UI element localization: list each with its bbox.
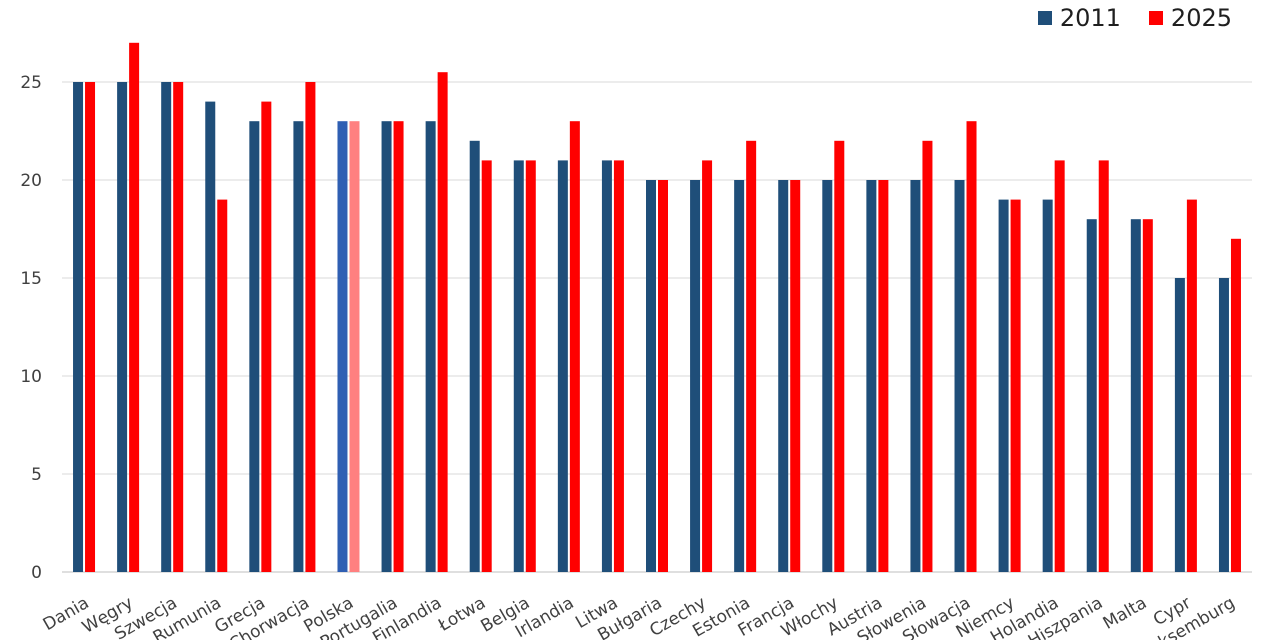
bar-2011: [998, 199, 1009, 572]
bar-2011: [381, 121, 392, 572]
bars: [73, 42, 1241, 573]
y-tick-label: 5: [31, 465, 42, 485]
legend-swatch-2011: [1037, 11, 1052, 25]
bar-2025: [878, 180, 889, 572]
bar-2011: [690, 180, 701, 572]
bar-2025: [393, 121, 404, 572]
bar-2011: [73, 82, 84, 572]
bar-2011: [425, 121, 436, 572]
bar-2011: [513, 160, 524, 572]
bar-2025: [1098, 160, 1109, 572]
y-tick-label: 15: [20, 269, 42, 289]
bar-2025: [217, 199, 228, 572]
bar-2025: [790, 180, 801, 572]
bar-2025: [305, 82, 316, 572]
bar-2011: [866, 180, 877, 572]
bar-2025: [85, 82, 96, 572]
bar-2011: [954, 180, 965, 572]
bar-2025: [658, 180, 668, 572]
bar-2025: [1010, 199, 1021, 572]
bar-2025: [437, 72, 448, 572]
bar-2025: [481, 160, 492, 572]
bar-2025: [922, 140, 933, 573]
bar-2025: [1142, 219, 1153, 572]
y-tick-label: 0: [31, 563, 42, 583]
bar-2025: [1054, 160, 1065, 572]
y-axis-tick-labels: 0 5 10 15 20 25: [20, 73, 42, 583]
bar-2025: [173, 82, 184, 572]
bar-2025: [834, 140, 845, 573]
legend-label-2011: 2011: [1059, 4, 1121, 32]
x-axis-tick-labels: DaniaWęgrySzwecjaRumuniaGrecjaChorwacjaP…: [40, 593, 1239, 640]
bar-2011: [778, 180, 789, 572]
y-tick-label: 10: [20, 367, 42, 387]
y-tick-label: 20: [20, 171, 42, 191]
bar-2011: [1042, 199, 1053, 572]
gridlines: [62, 81, 1252, 573]
legend-item-2025: 2025: [1148, 4, 1232, 32]
bar-2011: [1174, 278, 1185, 572]
bar-2025: [966, 121, 977, 572]
bar-2011: [205, 101, 216, 572]
bar-2011: [1218, 278, 1229, 572]
bar-2011: [469, 140, 480, 573]
x-tick-label: Łotwa: [434, 593, 489, 636]
bar-2011: [293, 121, 304, 572]
bar-2011: [910, 180, 921, 572]
bar-2011: [117, 82, 128, 572]
legend-label-2025: 2025: [1170, 4, 1232, 32]
bar-2025: [261, 101, 272, 572]
legend: 2011 2025: [1037, 4, 1232, 32]
bar-2025: [1230, 238, 1241, 573]
bar-2025: [525, 160, 536, 572]
bar-2011: [601, 160, 612, 572]
bar-2011: [646, 180, 656, 572]
x-tick-label: Malta: [1100, 593, 1151, 634]
bar-2025: [613, 160, 624, 572]
bar-2025: [569, 121, 580, 572]
bar-2025: [1186, 199, 1197, 572]
bar-2025: [746, 140, 757, 573]
bar-2025: [129, 42, 140, 573]
legend-item-2011: 2011: [1037, 4, 1121, 32]
bar-2025: [702, 160, 713, 572]
bar-2011: [734, 180, 745, 572]
bar-2011: [557, 160, 568, 572]
bar-2011: [249, 121, 260, 572]
bar-2011: [161, 82, 172, 572]
bar-2011: [822, 180, 833, 572]
bar-2011: [1086, 219, 1097, 572]
bar-2011: [337, 121, 348, 572]
bar-2025: [349, 121, 360, 572]
y-tick-label: 25: [20, 73, 42, 93]
legend-swatch-2025: [1148, 11, 1163, 25]
bar-2011: [1130, 219, 1141, 572]
